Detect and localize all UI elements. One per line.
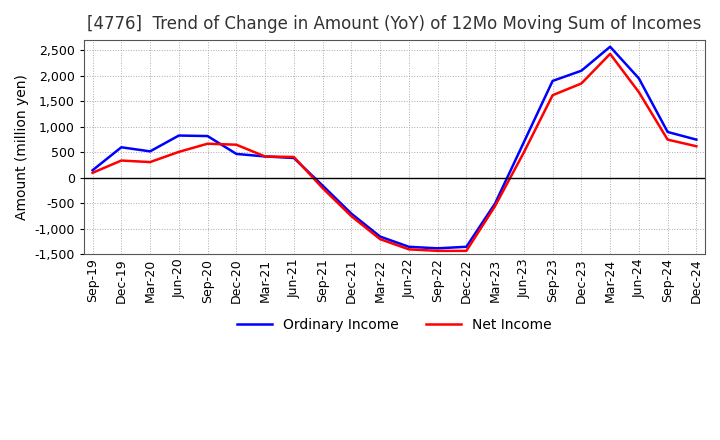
Net Income (376, 236, 384, 242)
Title: [4776]  Trend of Change in Amount (YoY) of 12Mo Moving Sum of Incomes: [4776] Trend of Change in Amount (YoY) o… (87, 15, 702, 33)
Ordinary Income (289, 155, 298, 161)
Net Income (347, 213, 356, 219)
Ordinary Income (405, 244, 413, 249)
Ordinary Income (203, 133, 212, 139)
Net Income (606, 51, 614, 56)
Net Income (318, 186, 327, 191)
Ordinary Income (347, 211, 356, 216)
Net Income (261, 154, 269, 159)
Ordinary Income (433, 246, 442, 251)
Net Income (663, 137, 672, 142)
Net Income (549, 92, 557, 98)
Ordinary Income (261, 154, 269, 159)
Net Income (462, 248, 471, 253)
Ordinary Income (663, 129, 672, 135)
Net Income (634, 89, 643, 95)
Ordinary Income (692, 137, 701, 142)
Net Income (145, 159, 154, 165)
Net Income (491, 203, 500, 209)
Ordinary Income (376, 234, 384, 239)
Net Income (117, 158, 126, 163)
Net Income (433, 248, 442, 253)
Y-axis label: Amount (million yen): Amount (million yen) (15, 74, 29, 220)
Net Income (203, 141, 212, 147)
Ordinary Income (117, 145, 126, 150)
Legend: Ordinary Income, Net Income: Ordinary Income, Net Income (232, 312, 557, 337)
Ordinary Income (520, 139, 528, 145)
Ordinary Income (318, 183, 327, 188)
Net Income (520, 150, 528, 155)
Ordinary Income (634, 76, 643, 81)
Net Income (174, 149, 183, 154)
Net Income (89, 170, 97, 176)
Ordinary Income (549, 78, 557, 84)
Ordinary Income (89, 168, 97, 173)
Net Income (232, 142, 240, 147)
Ordinary Income (232, 151, 240, 157)
Net Income (289, 154, 298, 160)
Line: Ordinary Income: Ordinary Income (93, 47, 696, 248)
Ordinary Income (145, 149, 154, 154)
Net Income (692, 143, 701, 149)
Ordinary Income (577, 68, 585, 73)
Ordinary Income (606, 44, 614, 49)
Ordinary Income (491, 201, 500, 206)
Net Income (405, 247, 413, 252)
Net Income (577, 81, 585, 86)
Ordinary Income (174, 133, 183, 138)
Line: Net Income: Net Income (93, 54, 696, 251)
Ordinary Income (462, 244, 471, 249)
